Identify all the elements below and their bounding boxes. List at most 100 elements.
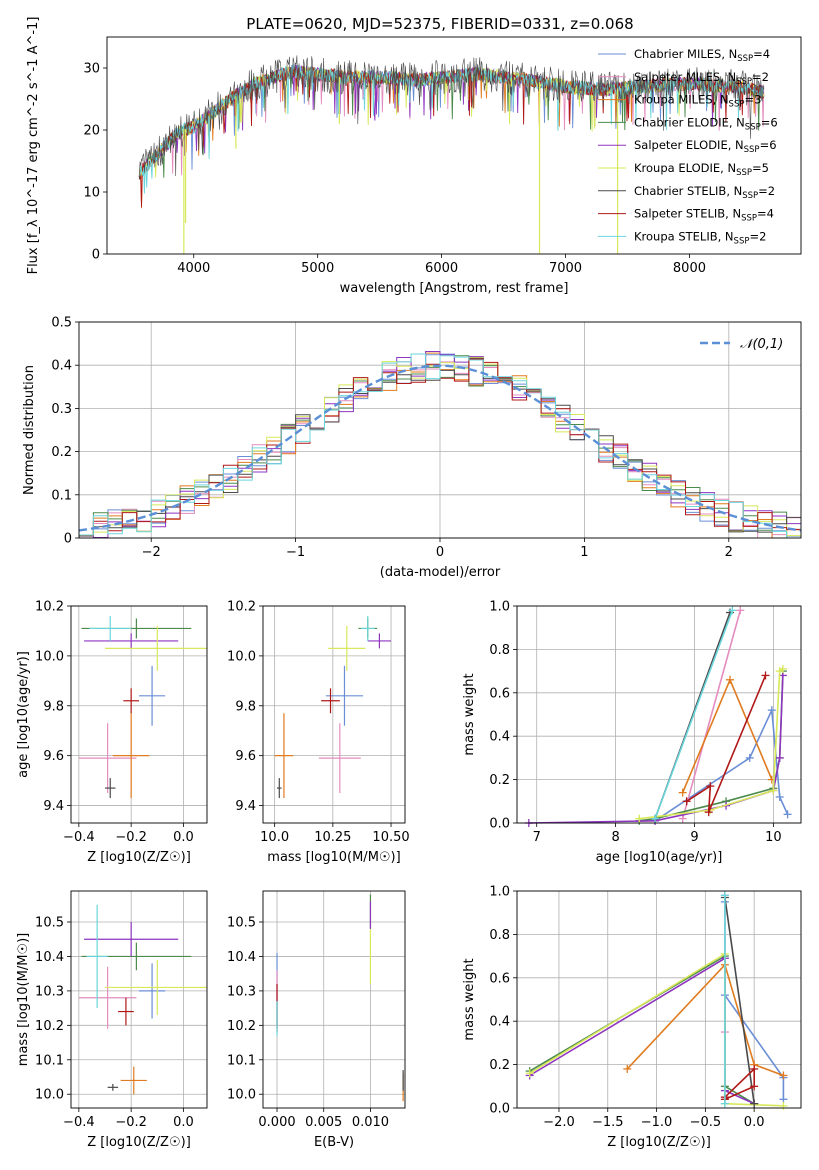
y-tick-label: 30 [83,62,100,77]
y-tick-label: 0.6 [489,971,510,986]
legend-entry: Chabrier STELIB, NSSP=2 [634,184,775,201]
y-tick-label: 10.5 [227,916,256,931]
error-cross-7 [321,688,340,714]
x-tick-label: 7 [533,830,541,845]
x-tick-label: 8 [611,830,619,845]
weight-marker [682,797,691,806]
mass_vs_ebv-panel: 0.000 0.005 0.010 10.0 10.1 10.2 10.3 10.4 10.5 E… [227,890,406,1150]
x-axis-label: Z [log10(Z/Z☉)] [607,1135,711,1150]
y-tick-label: 1.0 [489,885,510,900]
x-tick-label: −0.4 [63,830,95,845]
y-tick-label: 0.4 [51,359,72,374]
legend-subscript: SSP [737,54,753,64]
x-tick-label: 0.010 [352,1115,389,1130]
weight-line-5 [639,668,784,820]
x-tick-label: 2 [725,545,733,560]
x-axis-label: Z [log10(Z/Z☉)] [87,850,191,865]
weight-marker [775,792,784,801]
error-cross-8 [89,615,132,641]
error-cross-0 [139,963,166,1019]
weight-marker [651,814,660,823]
y-tick-label: 10.4 [227,950,256,965]
error-cross-2 [112,713,150,799]
x-tick-label: 7000 [549,261,582,276]
weight_vs_Z-panel: −2.0 −1.5 −1.0 −0.5 0.0 0.0 0.2 0.4 0.6 0.8 1.0 Z [… [462,885,802,1150]
error-cross-6 [276,778,282,799]
residuals-panel: −2 −1 0 1 2 0 0.1 0.2 0.3 0.4 0.5 (data-model)/erro… [22,316,802,580]
weight-marker [761,671,770,680]
legend-nssp: =3 [744,93,761,107]
x-axis-label: (data-model)/error [380,565,501,580]
y-tick-label: 10.1 [35,1053,64,1068]
y-tick-label: 0.2 [489,773,510,788]
y-tick-label: 10.3 [35,984,64,999]
axes-frame [78,321,802,539]
error-cross-1 [78,966,137,1029]
y-tick-label: 0.2 [51,445,72,460]
error-cross-1 [318,723,361,794]
x-tick-label: −0.2 [115,830,147,845]
y-tick-label: 0.6 [489,686,510,701]
y-tick-label: 0.4 [489,1015,510,1030]
weight-marker [745,753,754,762]
weight-line-7 [686,675,767,813]
weight-line-3 [529,954,755,1105]
weight-marker [720,891,729,900]
legend-subscript: SSP [745,122,761,132]
weight-line-1 [681,610,742,819]
y-tick-label: 10.2 [227,1019,256,1034]
x-tick-label: −0.4 [63,1115,95,1130]
error-cross-7 [118,997,134,1026]
legend-subscript: SSP [734,236,750,246]
weight-line-4 [529,956,755,1105]
legend-nssp: =2 [758,184,775,198]
y-tick-label: 10.0 [227,649,256,664]
error-cross-0 [325,665,364,726]
y-tick-label: 10.3 [227,984,256,999]
legend-nssp: =4 [757,207,774,221]
figure-title: PLATE=0620, MJD=52375, FIBERID=0331, z=0… [246,15,633,33]
error-cross-5 [105,959,207,1015]
error-cross-7 [123,688,139,714]
spectrum-plot-area [138,55,765,254]
x-tick-label: 4000 [177,261,210,276]
y-tick-label: 0.0 [489,1102,510,1117]
x-tick-label: −2 [142,545,161,560]
mass_vs_Z-panel: −0.4 −0.2 0.0 10.0 10.1 10.2 10.3 10.4 10.5 Z [lo… [16,890,208,1150]
x-tick-label: 5000 [301,261,334,276]
x-tick-label: 0.0 [744,1115,765,1130]
weight-marker [736,606,745,615]
legend-subscript: SSP [736,77,752,87]
x-tick-label: 10 [765,830,782,845]
legend-nssp: =6 [761,115,778,129]
x-axis-label: E(B-V) [314,1135,354,1150]
y-tick-label: 0 [92,248,100,263]
weight-marker [720,1099,729,1108]
legend-entry: Salpeter MILES, NSSP=2 [634,70,769,87]
axes-frame [516,890,802,1109]
y-tick-label: 9.6 [235,749,256,764]
mass_vs_ebv-plot-area [276,894,404,1102]
y-tick-label: 9.8 [43,699,64,714]
y-tick-label: 0.8 [489,928,510,943]
y-axis-label: mass weight [462,958,477,1040]
legend-nssp: =5 [752,161,769,175]
weight-marker [525,1069,534,1078]
weight-marker [706,782,715,791]
error-cross-5 [105,625,207,671]
x-axis-label: Z [log10(Z/Z☉)] [87,1135,191,1150]
legend-nssp: =4 [753,47,770,61]
x-tick-label: 0.005 [305,1115,342,1130]
y-tick-label: 10.1 [227,1053,256,1068]
y-tick-label: 0.0 [489,817,510,832]
legend-entry: Kroupa ELODIE, NSSP=5 [634,161,769,178]
weight-marker [769,786,778,795]
weight-line-4 [528,675,784,824]
axes-frame [262,890,406,1109]
axes-frame [516,605,802,824]
weight-marker [726,675,734,684]
x-tick-label: −1.0 [641,1115,673,1130]
mass_vs_Z-plot-area [78,904,207,1095]
y-tick-label: 1.0 [489,600,510,615]
